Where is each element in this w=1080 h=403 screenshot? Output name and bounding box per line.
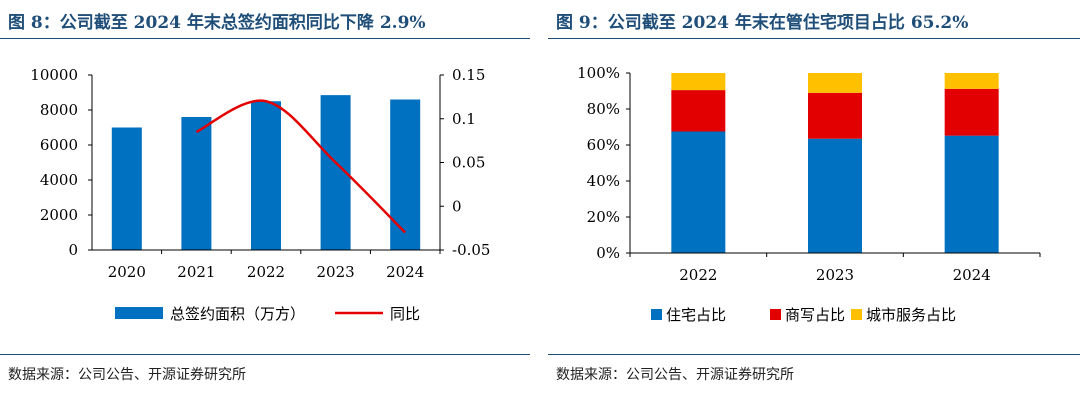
bar-2022-segment-3: [671, 73, 726, 91]
project-mix-chart: 0% 20% 40% 60% 80% 100% 2022 2023 2024 住宅占比 商写占比 城市…: [577, 64, 1041, 324]
yoy-line: [195, 99, 407, 234]
legend-label-bar: 总签约面积（万方）: [170, 305, 305, 323]
right-tick-label: -0.05: [452, 241, 490, 259]
left-tick-label: 0: [68, 241, 78, 259]
bar-2022-segment-1: [671, 131, 726, 253]
y-tick-label: 60%: [587, 136, 620, 154]
legend-swatch-1: [651, 309, 662, 320]
x-tick-label: 2022: [247, 263, 285, 281]
right-tick-label: 0: [452, 197, 462, 215]
left-tick-label: 6000: [40, 136, 78, 154]
y-tick-label: 100%: [577, 64, 620, 82]
legend-label-2: 商写占比: [785, 306, 845, 324]
right-tick-label: 0.1: [452, 110, 476, 128]
left-tick-label: 4000: [40, 171, 78, 189]
bar-2021: [181, 117, 212, 250]
figure-9-panel: 图 9：公司截至 2024 年末在管住宅项目占比 65.2% 0% 20% 40% 6…: [548, 0, 1080, 403]
figure-8-bottom-rule: [0, 354, 530, 355]
figure-8-title: 图 8：公司截至 2024 年末总签约面积同比下降 2.9%: [8, 13, 426, 33]
legend-label-1: 住宅占比: [666, 306, 726, 324]
figure-8-top-rule: [0, 38, 530, 39]
signed-area-chart: 0 2000 4000 6000 8000 10000 -0.05 0 0.05 0.1 0.15 2…: [30, 66, 490, 323]
x-tick-label: 2022: [679, 266, 717, 284]
legend-swatch-2: [770, 309, 781, 320]
figure-8-source: 数据来源：公司公告、开源证券研究所: [8, 367, 246, 383]
figure-9-bottom-rule: [548, 354, 1080, 355]
bar-2023-segment-3: [808, 73, 862, 93]
x-tick-label: 2024: [953, 266, 991, 284]
bar-2023-segment-2: [808, 92, 862, 139]
x-tick-label: 2023: [317, 263, 355, 281]
legend-label-3: 城市服务占比: [866, 306, 956, 324]
right-tick-label: 0.15: [452, 66, 485, 84]
left-tick-label: 10000: [30, 66, 78, 84]
figure-8-panel: 图 8：公司截至 2024 年末总签约面积同比下降 2.9% 0 2000 4000…: [0, 0, 530, 403]
bar-2024-segment-2: [944, 88, 999, 136]
y-tick-label: 40%: [587, 172, 620, 190]
bar-2022: [251, 101, 281, 250]
bar-2024: [390, 99, 421, 250]
left-tick-label: 8000: [40, 101, 78, 119]
bar-2022-segment-2: [671, 90, 726, 132]
bar-2020: [111, 127, 142, 250]
y-tick-label: 0%: [596, 244, 620, 262]
bar-2024-segment-3: [944, 73, 999, 89]
bar-2023-segment-1: [808, 138, 862, 253]
figure-9-title: 图 9：公司截至 2024 年末在管住宅项目占比 65.2%: [556, 13, 969, 33]
x-tick-label: 2021: [177, 263, 215, 281]
x-tick-label: 2020: [108, 263, 146, 281]
left-tick-label: 2000: [40, 206, 78, 224]
legend-swatch-3: [851, 309, 862, 320]
y-tick-label: 80%: [587, 100, 620, 118]
bar-2024-segment-1: [944, 135, 999, 253]
y-tick-label: 20%: [587, 208, 620, 226]
legend-swatch-bar: [115, 307, 163, 319]
right-tick-label: 0.05: [452, 154, 485, 172]
legend-label-line: 同比: [390, 305, 420, 323]
figure-9-top-rule: [548, 38, 1080, 39]
figure-9-source: 数据来源：公司公告、开源证券研究所: [556, 367, 794, 383]
x-tick-label: 2023: [816, 266, 854, 284]
x-tick-label: 2024: [386, 263, 424, 281]
